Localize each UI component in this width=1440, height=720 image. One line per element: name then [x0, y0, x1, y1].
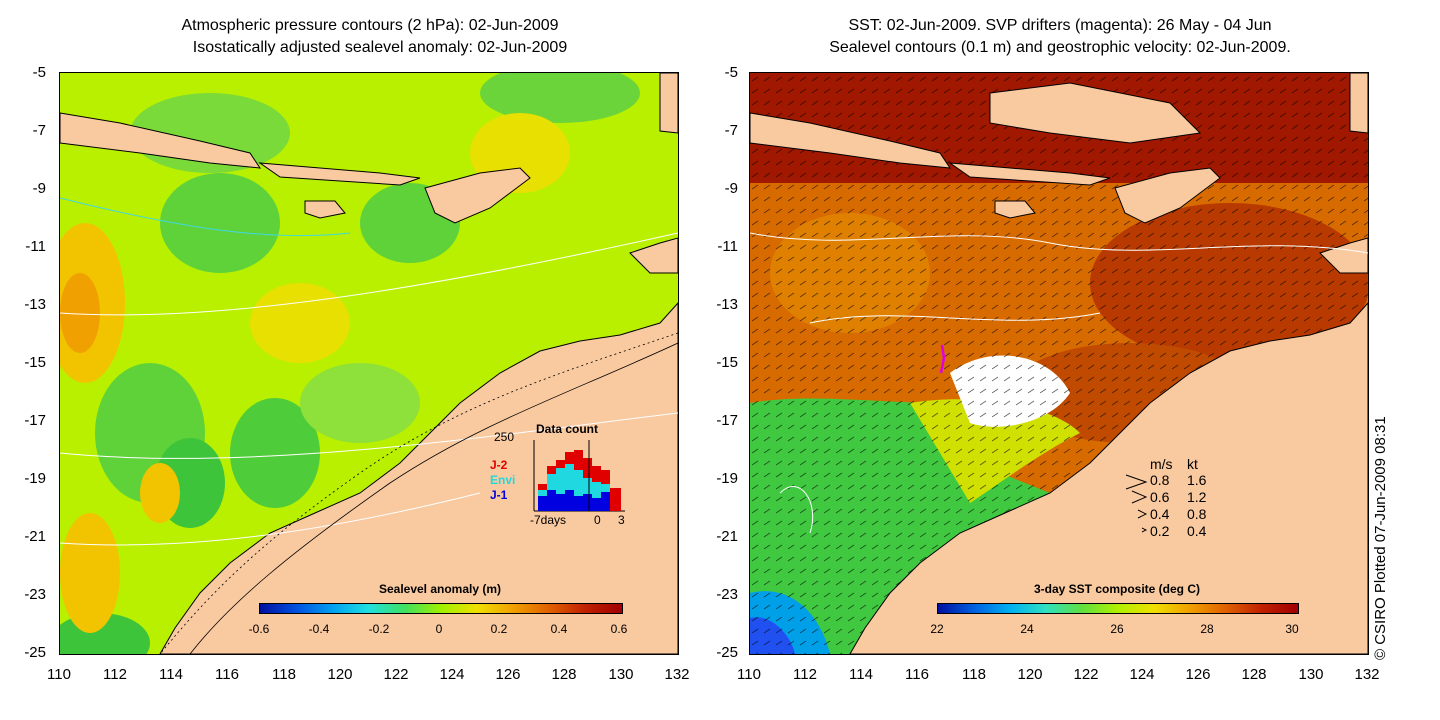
- sealevel-colorbar: [259, 603, 623, 614]
- left-y-tick-label: -7: [32, 122, 46, 139]
- velocity-key-row-kt: 1.2: [1187, 489, 1207, 505]
- right-y-tick-label: -21: [716, 528, 738, 545]
- velocity-key-row-kt: 1.6: [1187, 472, 1207, 488]
- left-y-tick-label: -21: [24, 528, 46, 545]
- right-x-tick-label: 118: [962, 666, 986, 683]
- credit-text: © CSIRO Plotted 07-Jun-2009 08:31: [1372, 416, 1389, 660]
- right-title-line2: Sealevel contours (0.1 m) and geostrophi…: [829, 39, 1291, 56]
- left-y-tick-label: -5: [32, 64, 46, 81]
- left-y-tick-label: -23: [24, 586, 46, 603]
- right-x-tick-label: 128: [1241, 666, 1267, 683]
- left-x-tick-label: 122: [383, 666, 409, 683]
- sst-colorbar: [937, 603, 1299, 614]
- right-x-tick-label: 112: [793, 666, 817, 683]
- velocity-key-row-kt: 0.8: [1187, 506, 1207, 522]
- left-x-tick-label: 110: [47, 666, 71, 683]
- sealevel-anomaly-map: [59, 72, 679, 655]
- velocity-key-row-ms: 0.6: [1150, 489, 1170, 505]
- velocity-key-row-kt: 0.4: [1187, 523, 1207, 539]
- right-x-tick-label: 110: [737, 666, 761, 683]
- left-colorbar-tick: -0.4: [308, 622, 330, 636]
- right-y-tick-label: -11: [717, 238, 738, 255]
- left-x-tick-label: 114: [159, 666, 183, 683]
- left-colorbar-tick: 0.6: [610, 622, 628, 636]
- right-y-tick-label: -15: [716, 354, 738, 371]
- left-y-tick-label: -17: [24, 412, 46, 429]
- left-colorbar-tick: 0: [435, 622, 443, 636]
- inset-y-max-label: 250: [494, 430, 515, 444]
- left-colorbar-tick: 0.4: [550, 622, 568, 636]
- left-colorbar-tick: -0.6: [248, 622, 270, 636]
- right-y-tick-label: -5: [724, 64, 738, 81]
- right-colorbar-tick: 24: [1020, 622, 1034, 636]
- right-colorbar-tick: 26: [1110, 622, 1124, 636]
- left-y-tick-label: -15: [24, 354, 46, 371]
- right-colorbar-tick: 30: [1285, 622, 1299, 636]
- left-y-tick-label: -13: [24, 296, 46, 313]
- sst-map: [749, 72, 1369, 655]
- left-x-tick-label: 124: [439, 666, 465, 683]
- left-y-tick-label: -25: [24, 644, 46, 661]
- left-x-tick-label: 112: [103, 666, 127, 683]
- left-colorbar-tick: -0.2: [368, 622, 390, 636]
- right-x-tick-label: 114: [849, 666, 873, 683]
- inset-x-label-start: -7days: [530, 513, 567, 527]
- inset-legend-j1: J-1: [490, 488, 508, 502]
- right-y-tick-label: -17: [716, 412, 738, 429]
- right-x-tick-label: 126: [1185, 666, 1211, 683]
- right-y-tick-label: -25: [716, 644, 738, 661]
- right-x-tick-label: 122: [1073, 666, 1099, 683]
- right-x-tick-label: 124: [1129, 666, 1155, 683]
- inset-legend-envi: Envi: [490, 473, 516, 487]
- left-x-tick-label: 116: [215, 666, 239, 683]
- data-count-histogram: [533, 440, 625, 512]
- velocity-key-header-kt: kt: [1187, 456, 1198, 472]
- right-colorbar-title: 3-day SST composite (deg C): [1033, 582, 1201, 596]
- sst-map-graphic: [750, 73, 1368, 654]
- left-x-tick-label: 132: [664, 666, 690, 683]
- right-x-tick-label: 130: [1298, 666, 1324, 683]
- left-colorbar-tick: 0.2: [490, 622, 508, 636]
- velocity-key-header-ms: m/s: [1150, 456, 1173, 472]
- inset-legend-j2: J-2: [490, 458, 508, 472]
- inset-x-label-end: 3: [618, 513, 625, 527]
- right-x-tick-label: 120: [1017, 666, 1043, 683]
- right-y-tick-label: -7: [724, 122, 738, 139]
- right-colorbar-tick: 28: [1200, 622, 1214, 636]
- left-y-tick-label: -9: [32, 180, 46, 197]
- right-colorbar-tick: 22: [930, 622, 944, 636]
- left-x-tick-label: 128: [551, 666, 577, 683]
- right-y-tick-label: -13: [716, 296, 738, 313]
- left-title-line1: Atmospheric pressure contours (2 hPa): 0…: [181, 17, 559, 34]
- left-x-tick-label: 118: [272, 666, 296, 683]
- right-y-tick-label: -23: [716, 586, 738, 603]
- left-colorbar-title: Sealevel anomaly (m): [378, 582, 502, 596]
- left-y-tick-label: -19: [24, 470, 46, 487]
- left-y-tick-label: -11: [25, 238, 46, 255]
- right-y-tick-label: -9: [724, 180, 738, 197]
- right-y-tick-label: -19: [716, 470, 738, 487]
- left-x-tick-label: 126: [495, 666, 521, 683]
- left-title-line2: Isostatically adjusted sealevel anomaly:…: [192, 39, 568, 56]
- right-title-line1: SST: 02-Jun-2009. SVP drifters (magenta)…: [848, 17, 1272, 34]
- inset-x-label-zero: 0: [594, 513, 601, 527]
- velocity-key-row-ms: 0.2: [1150, 523, 1170, 539]
- inset-title: Data count: [536, 422, 599, 436]
- velocity-key-arrows: [1125, 474, 1148, 533]
- left-x-tick-label: 120: [327, 666, 353, 683]
- sealevel-anomaly-map-graphic: [60, 73, 678, 654]
- velocity-key-row-ms: 0.8: [1150, 472, 1170, 488]
- left-x-tick-label: 130: [608, 666, 634, 683]
- right-x-tick-label: 132: [1354, 666, 1380, 683]
- velocity-key-row-ms: 0.4: [1150, 506, 1170, 522]
- right-x-tick-label: 116: [905, 666, 929, 683]
